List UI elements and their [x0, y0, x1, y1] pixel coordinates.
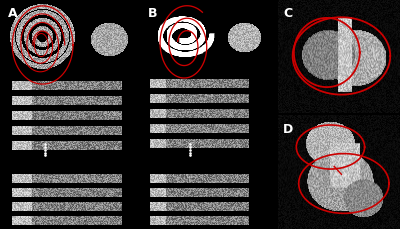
Text: A: A [8, 7, 18, 20]
Text: C: C [283, 7, 292, 20]
Text: B: B [148, 7, 158, 20]
Text: D: D [283, 123, 293, 135]
